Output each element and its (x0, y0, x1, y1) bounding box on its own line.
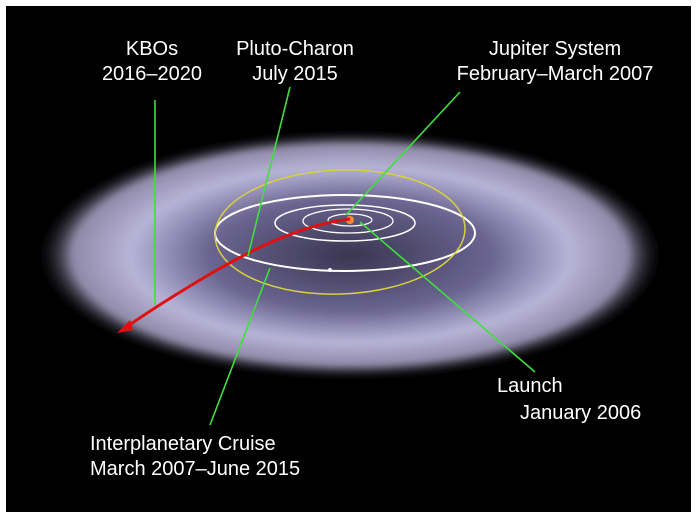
pluto (328, 268, 332, 272)
pluto-pointer (247, 86, 291, 257)
label-line: Interplanetary Cruise (90, 433, 276, 455)
label-line: Pluto-Charon (236, 38, 354, 60)
yellow-orbit (214, 169, 466, 295)
neptune-orbit (274, 204, 416, 242)
cruise-pointer (209, 267, 271, 426)
launch-pointer (359, 221, 536, 373)
label-line: Jupiter System (489, 38, 621, 60)
label-line: March 2007–June 2015 (90, 458, 300, 480)
label-line: 2016–2020 (102, 63, 202, 85)
label-line: February–March 2007 (457, 63, 654, 85)
trajectory-arrow (117, 320, 133, 333)
label-line: Launch (497, 375, 563, 397)
label-line: KBOs (126, 38, 178, 60)
trajectory (124, 217, 351, 330)
label-line: July 2015 (252, 63, 338, 85)
kuiper-belt (35, 130, 665, 380)
saturn-orbit (327, 213, 373, 227)
uranus-orbit (302, 208, 394, 234)
label-line: January 2006 (520, 402, 641, 424)
jupiter-pointer (345, 91, 461, 216)
